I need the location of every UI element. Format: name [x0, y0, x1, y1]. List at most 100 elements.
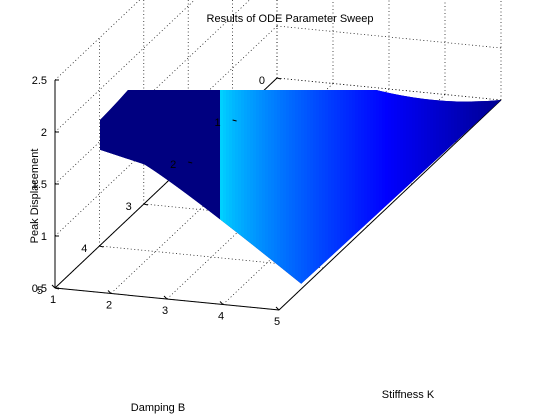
surface-band	[100, 204, 220, 207]
surface-band	[424, 90, 428, 284]
surface-band	[100, 134, 220, 137]
surface-band	[100, 100, 220, 103]
surface-band	[100, 208, 220, 211]
surface-band	[100, 118, 220, 121]
surface-band	[490, 90, 494, 284]
surface-band	[100, 340, 220, 342]
surface-band	[100, 242, 220, 245]
x-tick	[163, 295, 168, 300]
surface-band	[394, 90, 398, 284]
surface-band	[280, 90, 284, 284]
surface-band	[100, 330, 220, 332]
surface-band	[364, 90, 368, 284]
surface-band	[361, 90, 365, 284]
surface-band	[100, 124, 220, 127]
surface-band	[100, 284, 220, 286]
surface-band	[505, 90, 508, 360]
surface-band	[256, 90, 260, 284]
surface-band	[100, 114, 220, 117]
surface-band	[391, 90, 395, 284]
surface-band	[259, 90, 263, 284]
surface-band	[100, 128, 220, 131]
surface-band	[487, 90, 491, 284]
surface-band	[457, 90, 461, 284]
surface-band	[418, 90, 422, 284]
surface-band	[100, 274, 220, 277]
surface-band	[100, 254, 220, 257]
surface-band	[445, 90, 449, 284]
surface-band	[100, 176, 220, 179]
surface-band	[511, 90, 514, 360]
surface-band	[100, 158, 220, 161]
surface-band	[100, 332, 220, 334]
surface-band	[100, 120, 220, 123]
x-tick-label: 1	[50, 294, 56, 306]
surface-band	[100, 348, 220, 350]
surface-band	[100, 168, 220, 171]
surface-band	[307, 90, 311, 284]
surface-band	[100, 178, 220, 181]
surface-band	[100, 356, 220, 358]
surface-band	[400, 90, 404, 284]
y-tick-label: 4	[81, 243, 87, 255]
surface-band	[100, 270, 220, 273]
surface-band	[250, 90, 254, 284]
surface-band	[265, 90, 269, 284]
z-tick-label: 1	[41, 231, 47, 243]
surface-band	[100, 344, 220, 346]
surface-band	[100, 272, 220, 275]
z-tick-label: 2.5	[32, 75, 47, 87]
surface-band	[100, 164, 220, 167]
surface-band	[100, 326, 220, 328]
surface-band	[100, 240, 220, 243]
surface-band	[100, 220, 220, 223]
surface-band	[100, 166, 220, 169]
surface-band	[223, 90, 227, 284]
x-tick	[51, 284, 56, 289]
surface-band	[100, 90, 220, 93]
surface-band	[100, 282, 220, 284]
surface-band	[100, 196, 220, 199]
surface-band	[436, 90, 440, 284]
surface-band	[100, 172, 220, 175]
surface-band	[397, 90, 401, 284]
surface-band	[286, 90, 290, 284]
surface-band	[340, 90, 344, 284]
surface-band	[100, 206, 220, 209]
x-tick-label: 2	[106, 300, 112, 312]
surface-band	[100, 268, 220, 271]
surface-band	[415, 90, 419, 284]
x-tick-label: 3	[162, 305, 168, 317]
surface-band	[100, 278, 220, 281]
surface-band	[244, 90, 248, 284]
surface-band	[100, 138, 220, 141]
surface-band	[100, 314, 220, 316]
surface-band	[100, 126, 220, 129]
surface-band	[514, 90, 517, 360]
surface-band	[451, 90, 455, 284]
surface-band	[379, 90, 383, 284]
surface-band	[232, 90, 236, 284]
surface-band	[100, 98, 220, 101]
surface-band	[100, 174, 220, 177]
surface-band	[100, 352, 220, 354]
surface-band	[100, 210, 220, 213]
surface-band	[235, 90, 239, 284]
surface-band	[100, 336, 220, 338]
surface-band	[241, 90, 245, 284]
x-tick	[107, 290, 112, 294]
surface-band	[373, 90, 377, 284]
surface-band	[100, 248, 220, 251]
surface-band	[100, 136, 220, 139]
surface-band	[370, 90, 374, 284]
y-tick-label: 3	[126, 201, 132, 213]
surface-band	[100, 156, 220, 159]
surface-band	[430, 90, 434, 284]
surface-band	[304, 90, 308, 284]
surface-band	[472, 90, 476, 284]
surface-band	[100, 252, 220, 255]
surface-band	[358, 90, 362, 284]
grid-line	[276, 25, 502, 49]
